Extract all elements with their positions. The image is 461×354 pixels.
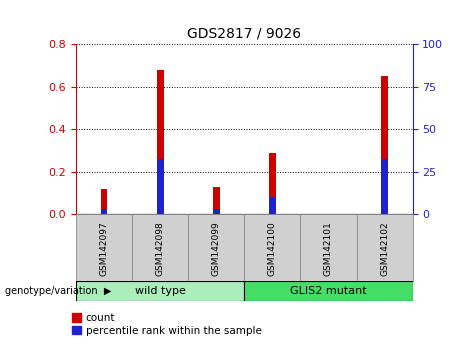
Text: GLIS2 mutant: GLIS2 mutant	[290, 286, 367, 296]
Text: GSM142098: GSM142098	[156, 221, 165, 276]
Bar	[101, 209, 107, 214]
Bar	[157, 159, 164, 214]
Bar	[76, 214, 132, 281]
Bar	[188, 214, 244, 281]
Bar	[213, 187, 219, 214]
Bar	[244, 281, 413, 301]
Bar	[269, 153, 276, 214]
Bar	[76, 281, 244, 301]
Legend: count, percentile rank within the sample: count, percentile rank within the sample	[72, 313, 261, 336]
Bar	[157, 70, 164, 214]
Text: GSM142101: GSM142101	[324, 221, 333, 276]
Bar	[101, 189, 107, 214]
Bar	[269, 197, 276, 214]
Bar	[356, 214, 413, 281]
Text: GSM142099: GSM142099	[212, 221, 221, 276]
Bar	[132, 214, 188, 281]
Text: wild type: wild type	[135, 286, 186, 296]
Bar	[301, 214, 356, 281]
Bar	[213, 209, 219, 214]
Bar	[381, 76, 388, 214]
Title: GDS2817 / 9026: GDS2817 / 9026	[187, 26, 301, 40]
Text: GSM142097: GSM142097	[100, 221, 109, 276]
Text: GSM142100: GSM142100	[268, 221, 277, 276]
Bar	[381, 159, 388, 214]
Text: genotype/variation  ▶: genotype/variation ▶	[5, 286, 111, 296]
Bar	[244, 214, 301, 281]
Text: GSM142102: GSM142102	[380, 221, 389, 275]
